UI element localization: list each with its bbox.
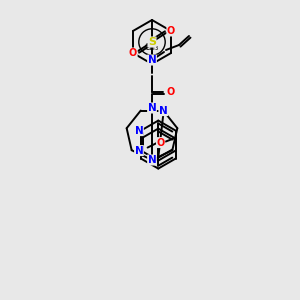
Text: S: S — [148, 37, 156, 47]
Text: N: N — [148, 103, 156, 113]
Text: O: O — [129, 48, 137, 58]
Text: O: O — [157, 138, 165, 148]
Text: N: N — [159, 106, 168, 116]
Text: O: O — [167, 26, 175, 36]
Text: N: N — [148, 55, 156, 65]
Text: CH₃: CH₃ — [145, 44, 159, 52]
Text: N: N — [135, 146, 143, 156]
Text: N: N — [148, 155, 156, 165]
Text: O: O — [167, 87, 175, 97]
Text: N: N — [135, 126, 143, 136]
